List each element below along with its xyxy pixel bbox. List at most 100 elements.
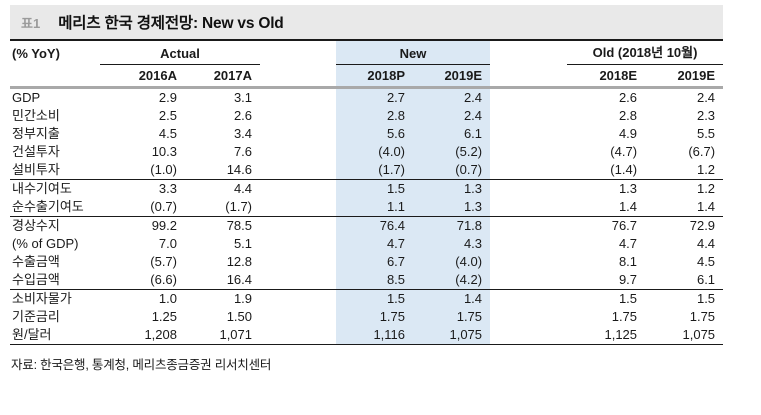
table-row: GDP 2.9 3.1 2.7 2.4 2.6 2.4 [10, 87, 723, 107]
cell-value: 4.4 [696, 235, 716, 251]
col-header-2018e-old: 2018E [567, 64, 646, 89]
cell-value: 4.4 [233, 180, 253, 196]
column-spacer [260, 125, 336, 143]
row-label: 설비투자 [10, 160, 100, 180]
group-header-old: Old (2018년 10월) [567, 40, 724, 65]
row-label: 소비자물가 [12, 290, 72, 306]
cell-value: 1.25 [151, 308, 177, 324]
cell-value: (0.7) [413, 160, 491, 180]
cell-value: 9.7 [567, 270, 646, 290]
cell-value: 76.4 [336, 216, 414, 235]
table-row: 설비투자 (1.0) 14.6 (1.7) (0.7) (1.4) 1.2 [10, 160, 724, 180]
table-title-bar: 표1 메리츠 한국 경제전망: New vs Old [10, 5, 723, 39]
cell-value: 1.4 [567, 197, 646, 217]
cell-value: (4.0) [413, 252, 491, 271]
column-spacer [490, 216, 567, 235]
cell-value: 5.5 [696, 125, 716, 141]
cell-value: (4.2) [413, 270, 491, 290]
cell-value: 78.5 [226, 217, 253, 233]
cell-value: 4.7 [618, 235, 638, 251]
cell-value: 1.0 [158, 290, 177, 306]
cell-value: 99.2 [151, 217, 177, 233]
column-spacer [490, 40, 568, 89]
cell-value: 2.6 [233, 107, 253, 123]
cell-value: 3.4 [233, 125, 253, 141]
cell-value: 2.6 [618, 89, 638, 105]
cell-value: (4.0) [336, 142, 414, 161]
cell-value: 1.5 [336, 289, 414, 308]
table-row: 민간소비 2.5 2.6 2.8 2.4 2.8 2.3 [10, 106, 723, 125]
cell-value: (6.6) [100, 270, 185, 290]
row-label: 수입금액 [10, 270, 100, 290]
table-row: 소비자물가 1.0 1.9 1.5 1.4 1.5 1.5 [10, 289, 723, 308]
cell-value: (1.4) [567, 160, 646, 180]
column-spacer [260, 289, 336, 308]
year-header-row: 2016A 2017A 2018P 2019E 2018E 2019E [10, 64, 724, 89]
cell-value: 1.3 [413, 179, 491, 198]
cell-value: 4.5 [158, 125, 177, 141]
col-header-2019e-new: 2019E [413, 64, 491, 89]
cell-value: 12.8 [226, 253, 253, 269]
column-spacer [260, 216, 336, 235]
cell-value: 7.0 [158, 235, 177, 251]
table-row: 기준금리 1.25 1.50 1.75 1.75 1.75 1.75 [10, 307, 723, 326]
cell-value: 1.2 [645, 160, 724, 180]
table-title: 메리츠 한국 경제전망: New vs Old [58, 15, 284, 32]
row-label: 기준금리 [12, 308, 60, 324]
cell-value: 5.1 [233, 235, 253, 251]
table-row: 수출금액 (5.7) 12.8 6.7 (4.0) 8.1 4.5 [10, 252, 723, 271]
column-spacer [490, 107, 567, 125]
column-spacer [490, 253, 567, 271]
forecast-table: (% YoY) Actual New Old (2018년 10월) 2016A… [10, 39, 724, 345]
cell-value: 2.8 [618, 107, 638, 123]
cell-value: 2.3 [696, 107, 716, 123]
cell-value: 1.50 [226, 308, 253, 324]
cell-value: (6.7) [688, 143, 716, 159]
row-label: 순수출기여도 [10, 197, 100, 217]
cell-value: 1.9 [233, 290, 253, 306]
cell-value: 14.6 [185, 160, 261, 180]
table-row: (% of GDP) 7.0 5.1 4.7 4.3 4.7 4.4 [10, 234, 723, 253]
row-label: 수출금액 [12, 253, 60, 269]
cell-value: 1,116 [336, 325, 414, 344]
cell-value: 1,125 [604, 326, 638, 342]
cell-value: 76.7 [611, 217, 638, 233]
cell-value: 6.7 [336, 252, 414, 271]
cell-value: 4.9 [618, 125, 638, 141]
col-header-2016a: 2016A [100, 64, 185, 89]
column-spacer [260, 179, 336, 198]
row-label: GDP [12, 89, 41, 105]
cell-value: 3.1 [233, 89, 253, 105]
column-spacer [260, 160, 337, 180]
source-note: 자료: 한국은행, 통계청, 메리츠종금증권 리서치센터 [11, 357, 272, 372]
cell-value: (5.2) [413, 142, 491, 161]
column-spacer [490, 197, 568, 217]
column-spacer [490, 326, 567, 345]
cell-value: 1.4 [413, 289, 491, 308]
cell-value: (5.7) [150, 253, 177, 269]
column-spacer [260, 253, 336, 271]
column-spacer [490, 87, 567, 107]
column-spacer [260, 87, 336, 107]
column-spacer [490, 270, 568, 290]
table-row: 경상수지 99.2 78.5 76.4 71.8 76.7 72.9 [10, 216, 723, 235]
column-spacer [490, 160, 568, 180]
row-label: (% of GDP) [12, 235, 79, 251]
cell-value: 7.6 [233, 143, 253, 159]
table-number-tag: 표1 [21, 15, 41, 31]
cell-value: 8.1 [618, 253, 638, 269]
cell-value: (0.7) [100, 197, 185, 217]
cell-value: 2.9 [158, 89, 177, 105]
cell-value: 1.1 [336, 197, 414, 217]
cell-value: 4.5 [696, 253, 716, 269]
column-spacer [260, 270, 337, 290]
group-header-actual: Actual [100, 40, 261, 65]
column-spacer [260, 107, 336, 125]
table-row: 수입금액 (6.6) 16.4 8.5 (4.2) 9.7 6.1 [10, 270, 724, 290]
cell-value: 1,208 [144, 326, 177, 342]
column-spacer [490, 125, 567, 143]
table-row: 건설투자 10.3 7.6 (4.0) (5.2) (4.7) (6.7) [10, 142, 723, 161]
column-spacer [260, 308, 336, 326]
table-row: 내수기여도 3.3 4.4 1.5 1.3 1.3 1.2 [10, 179, 723, 198]
cell-value: 1.5 [336, 179, 414, 198]
